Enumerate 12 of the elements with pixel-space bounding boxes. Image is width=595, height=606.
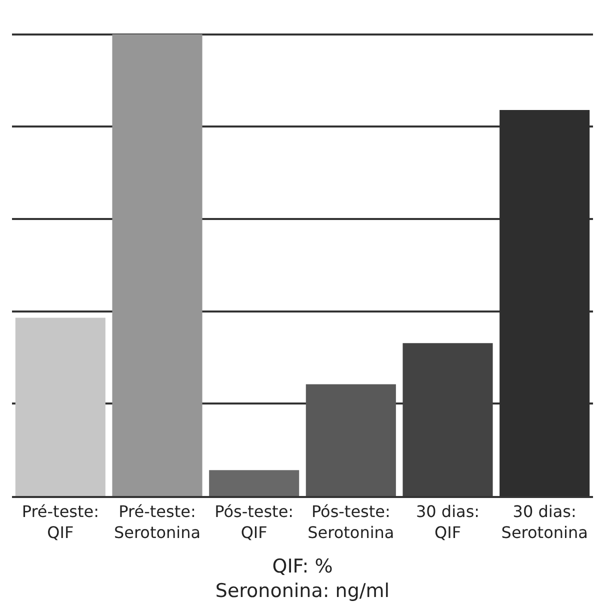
x-tick-label: Pós-teste: Serotonina <box>308 502 394 542</box>
bar <box>209 470 300 496</box>
bar <box>15 318 106 496</box>
x-tick-label: Pós-teste: QIF <box>214 502 294 542</box>
x-tick-label: Pré-teste: QIF <box>22 502 100 542</box>
bar <box>306 384 396 496</box>
x-axis-title: QIF: % Serononina: ng/ml <box>215 555 390 602</box>
bar <box>402 343 493 496</box>
bar <box>112 34 202 496</box>
x-tick-label: 30 dias: Serotonina <box>501 502 588 542</box>
x-tick-label: Pré-teste: Serotonina <box>114 502 201 542</box>
x-tick-label: 30 dias: QIF <box>416 502 480 542</box>
